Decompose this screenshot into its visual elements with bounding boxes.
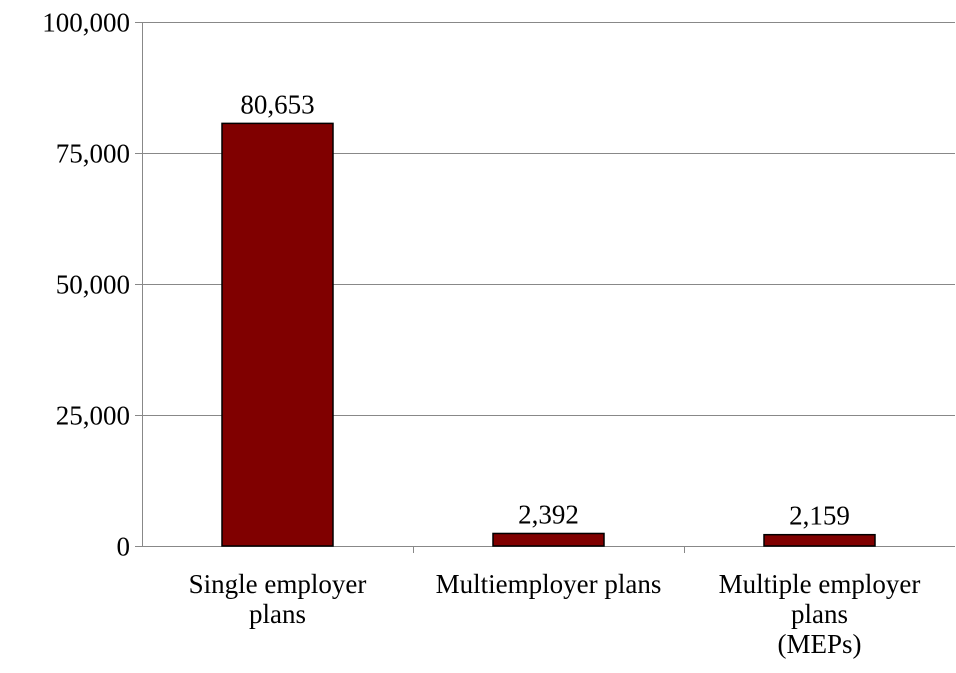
bar — [492, 532, 605, 547]
y-tick-label: 25,000 — [56, 401, 130, 431]
data-label: 80,653 — [240, 89, 314, 119]
data-labels: 80,653 2,392 2,159 — [240, 89, 850, 530]
data-label: 2,159 — [789, 501, 850, 531]
x-axis-category-labels: Single employer plans Multiemployer plans M… — [189, 569, 921, 659]
bar — [221, 122, 334, 547]
x-category-label: Multiple employer plans (MEPs) — [719, 569, 921, 659]
y-tick-label: 0 — [117, 532, 131, 562]
y-tick-label: 100,000 — [42, 8, 130, 38]
bars — [221, 122, 876, 547]
data-label: 2,392 — [518, 499, 579, 529]
y-axis-tick-labels: 0 25,000 50,000 75,000 100,000 — [42, 8, 130, 562]
y-tick-label: 50,000 — [56, 270, 130, 300]
x-category-label: Multiemployer plans — [436, 569, 662, 599]
y-tick-label: 75,000 — [56, 139, 130, 169]
bar — [763, 533, 876, 547]
x-category-label: Single employer plans — [189, 569, 367, 629]
